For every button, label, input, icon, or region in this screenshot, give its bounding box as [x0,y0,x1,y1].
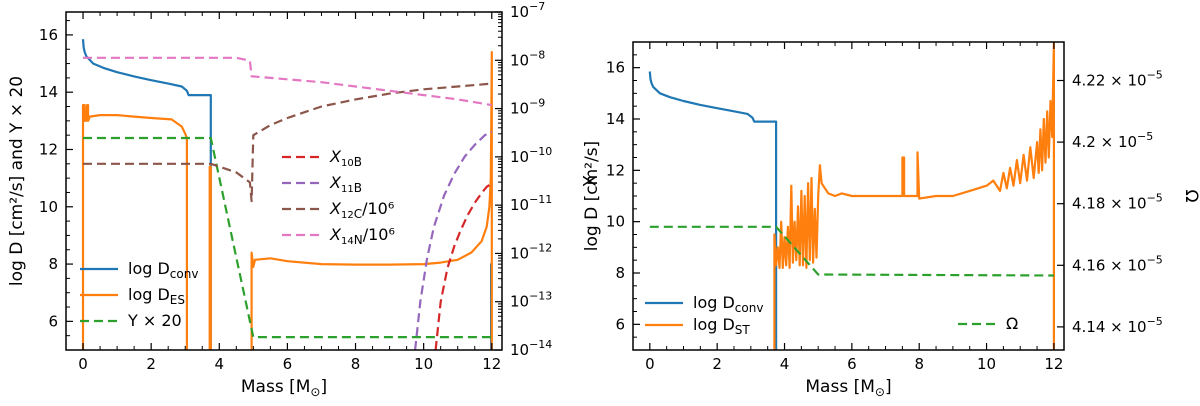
series-log-d-st [773,42,1056,350]
y2-axis-label: X [578,175,598,187]
y2-tick-label: 4.18 × 10−5 [1072,192,1163,213]
y-tick-label: 10 [606,213,625,231]
x-tick-label: 2 [712,355,722,373]
legend-entry: X10B [282,147,362,169]
y2-tick-label: 4.16 × 10−5 [1072,253,1163,274]
legend-label: X10B [329,147,362,169]
x-tick-label: 4 [780,355,790,373]
y2-tick-label: 10−13 [510,290,552,311]
legend: log Dconv log DES Y × 20 X10B X11B X12C/10⁶ X1… [80,147,395,330]
chart-panel-2: 0 2 4 6 8 10 12 6 8 10 12 14 16 4.14 × 10−5 4.16 × 10−… [582,41,1200,399]
x-tick-label: 4 [215,355,225,373]
y-tick-label: 16 [39,26,58,44]
legend-label: X12C/10⁶ [329,199,394,221]
y2-tick-label: 4.22 × 10−5 [1072,69,1163,90]
series-log-d-conv [81,39,212,350]
series-x-12c-10-6 [83,82,492,203]
series-x-14n-10-6 [83,56,492,107]
series-group [648,42,1056,350]
y2-tick-label: 4.2 × 10−5 [1072,130,1153,151]
series-x-11b [414,130,493,350]
plot-frame [65,11,503,351]
legend-entry: log DES [80,285,185,307]
y2-tick-label: 10−12 [510,241,552,262]
legend-entry: X14N/10⁶ [282,225,395,247]
x-tick-label: 0 [645,355,655,373]
y-tick-label: 8 [615,264,625,282]
y2-axis-label: Ω [1181,190,1200,203]
y-tick-label: 12 [606,161,625,179]
y2-tick-label: 10−10 [510,145,552,166]
legend-label: X14N/10⁶ [329,225,395,247]
legend-label: X11B [329,173,362,195]
y-tick-label: 6 [615,315,625,333]
legend-entry: Ω [958,314,1018,333]
y2-tick-label: 10−14 [510,338,552,359]
legend-entry: log Dconv [80,259,198,281]
y-axis-label: log D [cm²/s] [582,141,602,251]
y-tick-label: 16 [606,59,625,77]
legend-entry: X12C/10⁶ [282,199,394,221]
legend-label: log DST [693,315,750,337]
legend-entry: log Dconv [645,293,763,315]
y-axis-label: log D [cm²/s] and Y × 20 [7,76,27,286]
legend-label: log DES [128,285,185,307]
y-tick-label: 10 [39,198,58,216]
y2-tick-label: 10−7 [510,0,545,21]
series-log-d-es-core- [81,103,188,350]
legend-label: log Dconv [128,259,198,281]
y2-tick-label: 4.14 × 10−5 [1072,315,1163,336]
x-tick-label: 0 [78,355,88,373]
series-y-20 [83,136,492,339]
y-tick-label: 8 [48,255,58,273]
y2-tick-label: 10−11 [510,193,552,214]
legend-entry: Y × 20 [80,311,182,330]
series-log-d-es [208,165,212,350]
x-tick-label: 12 [1044,355,1063,373]
y-tick-label: 14 [39,83,58,101]
legend-entry: X11B [282,173,362,195]
series-x-10b [434,182,493,350]
x-tick-label: 10 [977,355,996,373]
chart-panel-1: 0 2 4 6 8 10 12 6 8 10 12 14 16 10−7 10−8 10−9 10−10 10−1… [7,0,598,399]
x-tick-label: 6 [283,355,293,373]
y2-tick-label: 10−8 [510,48,545,69]
legend-label: Ω [1006,314,1018,333]
y-tick-label: 14 [606,110,625,128]
y-tick-label: 12 [39,140,58,158]
x-axis-label: Mass [M⊙] [241,377,327,399]
y-tick-label: 6 [48,312,58,330]
series-- [649,225,1054,277]
x-tick-label: 8 [914,355,924,373]
y2-tick-label: 10−9 [510,97,545,118]
legend-label: Y × 20 [127,311,182,330]
legend-label: log Dconv [693,293,763,315]
x-tick-label: 8 [351,355,361,373]
series-log-d-conv [648,71,778,350]
x-tick-label: 2 [146,355,156,373]
x-tick-label: 12 [482,355,501,373]
x-tick-label: 6 [847,355,857,373]
series-group [81,39,493,350]
x-tick-label: 10 [414,355,433,373]
legend-entry: log DST [645,315,750,337]
series-log-d-es-envelope- [250,50,493,350]
x-axis-label: Mass [M⊙] [805,377,891,399]
